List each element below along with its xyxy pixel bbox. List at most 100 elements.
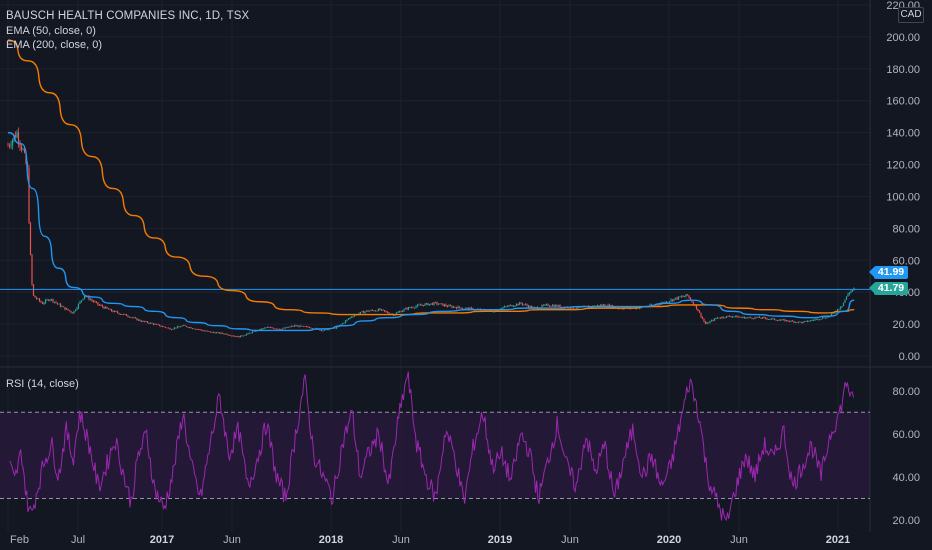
candle-body <box>601 304 603 306</box>
candle-body <box>248 332 251 334</box>
price-tick-label: 160.00 <box>886 96 920 108</box>
candle-body <box>409 307 411 308</box>
candle-body <box>656 304 659 306</box>
candle-body <box>424 303 426 306</box>
price-tick-label: 140.00 <box>886 128 920 140</box>
candle-body <box>514 305 516 307</box>
candle-body <box>214 332 216 334</box>
candle-body <box>404 308 407 310</box>
candle-body <box>221 332 224 334</box>
candle-body <box>467 307 470 310</box>
candle-body <box>739 316 741 318</box>
candle-body <box>23 149 26 153</box>
candle-body <box>119 314 122 315</box>
candle-body <box>712 320 714 321</box>
candle-body <box>415 306 417 308</box>
candle-body <box>320 329 323 331</box>
candle-body <box>152 323 155 325</box>
candle-body <box>95 301 98 303</box>
currency-badge[interactable]: CAD <box>898 7 924 23</box>
candle-body <box>14 135 17 138</box>
candle-body <box>542 305 545 306</box>
candle-body <box>719 317 722 319</box>
candle-body <box>773 318 776 320</box>
candle-body <box>410 307 413 309</box>
candle-body <box>830 313 833 316</box>
candle-body <box>104 306 107 309</box>
candle-body <box>263 327 266 329</box>
candle-body <box>370 310 372 311</box>
candle-body <box>496 310 498 311</box>
candle-body <box>157 324 159 325</box>
candle-body <box>184 325 186 326</box>
candle-body <box>199 329 201 331</box>
candle-body <box>74 309 77 311</box>
candle-body <box>791 320 794 322</box>
candle-body <box>275 328 278 330</box>
candle-body <box>92 300 95 302</box>
time-tick-label: 2020 <box>657 534 681 546</box>
candle-body <box>232 335 234 337</box>
candle-body <box>551 305 554 307</box>
candle-body <box>59 303 62 307</box>
candle-body <box>376 310 378 312</box>
candle-body <box>724 317 726 319</box>
candle-body <box>784 319 786 322</box>
candle-body <box>401 310 404 313</box>
candle-body <box>374 310 377 312</box>
candle-body <box>707 322 710 324</box>
rsi-legend[interactable]: RSI (14, close) <box>6 378 79 390</box>
candle-body <box>125 314 128 317</box>
candle-body <box>814 319 816 321</box>
candle-body <box>328 329 330 331</box>
chart-title[interactable]: BAUSCH HEALTH COMPANIES INC, 1D, TSX <box>6 10 250 22</box>
candle-body <box>395 312 398 315</box>
candle-body <box>437 304 440 305</box>
candle-body <box>38 298 41 302</box>
candle-body <box>241 335 243 337</box>
candle-body <box>227 334 230 336</box>
candle-body <box>469 307 471 310</box>
candle-body <box>785 320 788 322</box>
candle-body <box>32 284 35 296</box>
candle-body <box>743 316 746 319</box>
candle-body <box>103 306 105 309</box>
candle-body <box>169 327 171 330</box>
candle-body <box>442 303 444 306</box>
candle-body <box>446 306 449 307</box>
time-tick-label: 2021 <box>826 534 850 546</box>
candle-body <box>122 314 125 315</box>
candle-body <box>596 305 599 307</box>
candle-body <box>758 316 761 318</box>
candle-body <box>746 317 749 319</box>
candle-body <box>824 318 827 319</box>
candle-body <box>113 310 116 313</box>
candle-body <box>580 306 582 308</box>
candle-body <box>191 328 194 330</box>
candle-body <box>577 306 579 309</box>
candle-body <box>289 326 291 328</box>
candle-body <box>239 335 242 338</box>
time-tick-label: Jun <box>561 534 579 546</box>
candle-body <box>847 294 849 297</box>
candle-body <box>508 305 510 307</box>
candle-body <box>76 307 78 310</box>
candle-body <box>22 149 24 150</box>
candle-body <box>677 296 680 300</box>
candle-body <box>377 308 380 312</box>
candle-body <box>448 305 450 307</box>
candle-body <box>428 304 431 306</box>
candle-body <box>449 305 452 307</box>
candle-body <box>7 145 9 147</box>
candle-body <box>128 316 131 318</box>
candle-body <box>176 326 179 328</box>
ema50-legend[interactable]: EMA (50, close, 0) <box>6 25 96 37</box>
candle-body <box>293 325 296 327</box>
candle-body <box>220 332 222 334</box>
candle-body <box>349 317 351 319</box>
last-price-tag: 41.99 <box>869 266 908 279</box>
candle-body <box>11 139 14 146</box>
ema200-legend[interactable]: EMA (200, close, 0) <box>6 39 102 51</box>
candle-body <box>115 310 117 312</box>
candle-body <box>16 132 18 138</box>
